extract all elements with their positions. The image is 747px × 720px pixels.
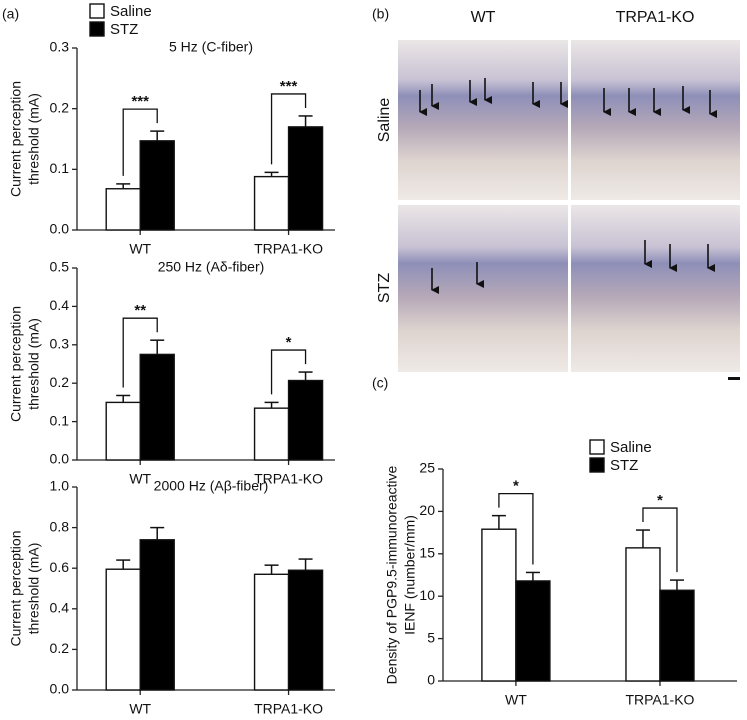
bar bbox=[287, 379, 324, 461]
x-tick-label: WT bbox=[129, 701, 151, 717]
bar bbox=[139, 539, 175, 691]
y-tick-label: 1.0 bbox=[50, 478, 70, 494]
y-axis-label: Current perception bbox=[8, 306, 24, 422]
significance-label: *** bbox=[131, 93, 149, 110]
micrograph bbox=[398, 205, 568, 372]
significance-bracket bbox=[270, 93, 307, 165]
legend-label: Saline bbox=[110, 3, 152, 20]
bar bbox=[139, 140, 175, 231]
legend-swatch bbox=[589, 457, 605, 473]
chart-title: 5 Hz (C-fiber) bbox=[169, 39, 253, 55]
x-tick-label: TRPA1-KO bbox=[254, 241, 323, 257]
y-tick-label: 0.8 bbox=[50, 518, 70, 534]
bar bbox=[515, 580, 551, 682]
bar bbox=[481, 528, 517, 682]
x-tick-label: TRPA1-KO bbox=[254, 701, 323, 717]
y-tick-label: 0.3 bbox=[50, 336, 70, 352]
y-tick-label: 0.0 bbox=[50, 681, 70, 697]
significance-label: ** bbox=[134, 302, 146, 319]
y-axis-label: threshold (mA) bbox=[26, 543, 42, 635]
x-tick-label: WT bbox=[129, 471, 151, 487]
bar bbox=[105, 188, 141, 231]
row-label: STZ bbox=[376, 273, 393, 303]
bar bbox=[253, 175, 290, 231]
y-tick-label: 15 bbox=[419, 545, 435, 561]
significance-label: * bbox=[513, 478, 519, 495]
x-tick-label: TRPA1-KO bbox=[254, 471, 323, 487]
bar bbox=[659, 589, 695, 682]
y-tick-label: 0 bbox=[427, 672, 435, 688]
bar bbox=[105, 568, 141, 691]
y-tick-label: 0.0 bbox=[50, 451, 70, 467]
bar bbox=[253, 407, 290, 461]
chart-title: 250 Hz (Aδ-fiber) bbox=[158, 259, 265, 275]
legend-label: Saline bbox=[610, 439, 652, 456]
significance-bracket bbox=[122, 317, 158, 388]
significance-label: * bbox=[657, 492, 663, 509]
y-axis-label: Density of PGP9.5-immunoreactive bbox=[384, 465, 400, 684]
bar bbox=[287, 569, 324, 691]
y-axis-label: IENF (number/mm) bbox=[402, 515, 418, 635]
row-label: Saline bbox=[376, 98, 393, 143]
legend-swatch bbox=[89, 21, 105, 37]
legend-swatch bbox=[89, 3, 105, 19]
micrograph bbox=[398, 40, 568, 200]
y-tick-label: 0.1 bbox=[50, 412, 70, 428]
y-tick-label: 0.2 bbox=[50, 640, 70, 656]
chart-title: 2000 Hz (Aβ-fiber) bbox=[154, 478, 269, 494]
significance-label: * bbox=[286, 334, 292, 351]
y-tick-label: 5 bbox=[427, 629, 435, 645]
x-tick-label: WT bbox=[129, 241, 151, 257]
significance-bracket bbox=[642, 507, 678, 573]
y-tick-label: 0.4 bbox=[50, 297, 70, 313]
y-tick-label: 0.0 bbox=[50, 221, 70, 237]
scale-bar bbox=[728, 377, 740, 380]
bar bbox=[287, 126, 324, 231]
bar bbox=[139, 353, 175, 461]
y-tick-label: 0.2 bbox=[50, 99, 70, 115]
y-axis-label: Current perception bbox=[8, 81, 24, 197]
column-label: WT bbox=[471, 9, 496, 26]
significance-bracket bbox=[122, 108, 158, 176]
micrograph bbox=[571, 40, 740, 200]
micrograph bbox=[571, 205, 740, 372]
legend-label: STZ bbox=[610, 457, 638, 474]
x-tick-label: TRPA1-KO bbox=[625, 692, 694, 708]
y-axis-label: threshold (mA) bbox=[26, 93, 42, 185]
y-tick-label: 0.5 bbox=[50, 259, 70, 275]
y-tick-label: 10 bbox=[419, 587, 435, 603]
column-label: TRPA1-KO bbox=[616, 9, 695, 26]
y-tick-label: 0.2 bbox=[50, 374, 70, 390]
significance-bracket bbox=[498, 492, 534, 565]
panel-label: (a) bbox=[2, 6, 19, 22]
y-tick-label: 0.4 bbox=[50, 600, 70, 616]
panel-label: (c) bbox=[372, 375, 388, 391]
y-axis-label: Current perception bbox=[8, 531, 24, 647]
x-tick-label: WT bbox=[505, 692, 527, 708]
bar bbox=[625, 547, 661, 682]
bar bbox=[105, 401, 141, 461]
y-axis-label: threshold (mA) bbox=[26, 318, 42, 410]
micrographs bbox=[398, 40, 740, 380]
y-tick-label: 0.1 bbox=[50, 160, 70, 176]
bar bbox=[253, 573, 290, 691]
legend-swatch bbox=[589, 439, 605, 455]
panel-label: (b) bbox=[372, 6, 389, 22]
arrows bbox=[419, 78, 717, 294]
y-tick-label: 20 bbox=[419, 502, 435, 518]
significance-bracket bbox=[270, 349, 307, 395]
y-tick-label: 0.3 bbox=[50, 39, 70, 55]
y-tick-label: 25 bbox=[419, 460, 435, 476]
legend-label: STZ bbox=[110, 21, 138, 38]
y-tick-label: 0.6 bbox=[50, 559, 70, 575]
significance-label: *** bbox=[280, 78, 298, 95]
